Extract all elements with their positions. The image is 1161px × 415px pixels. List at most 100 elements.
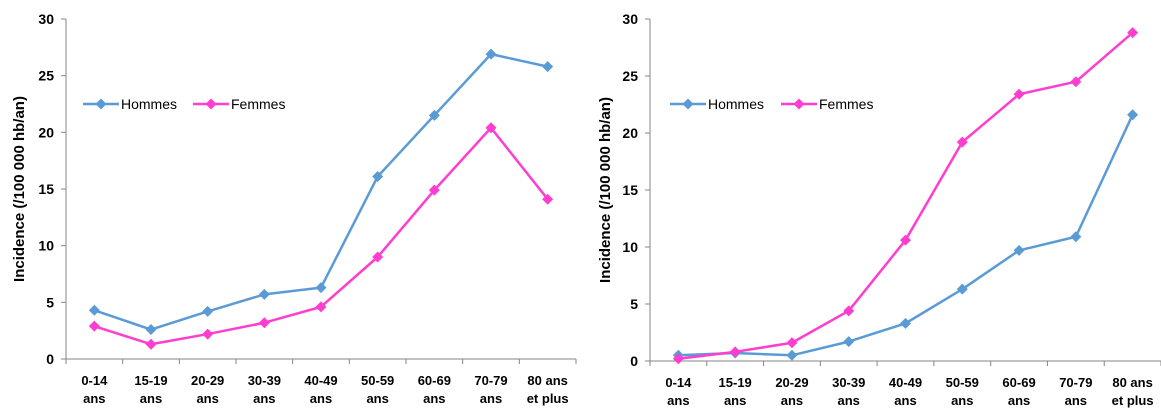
x-tick-label-line1: 30-39 bbox=[832, 375, 865, 390]
data-point-hommes bbox=[428, 109, 440, 121]
x-tick-label: 0-14 ans bbox=[665, 375, 692, 408]
x-tick-label: 20-29 ans bbox=[191, 373, 224, 406]
series-line-femmes bbox=[678, 31, 1134, 360]
data-point-femmes bbox=[729, 346, 741, 358]
data-point-femmes bbox=[258, 317, 270, 329]
y-tick-label: 20 bbox=[622, 125, 638, 141]
x-tick-label-line2: ans bbox=[894, 393, 916, 408]
x-tick-label: 70-79 ans bbox=[474, 373, 507, 406]
data-point-hommes bbox=[542, 61, 554, 73]
x-tick-label-line2: ans bbox=[423, 391, 445, 406]
data-point-hommes bbox=[258, 288, 270, 300]
x-tick-label: 20-29 ans bbox=[775, 375, 808, 408]
x-tick-label-line1: 80 ans bbox=[527, 373, 567, 388]
y-tick-label: 10 bbox=[622, 239, 638, 255]
x-tick-label-line1: 70-79 bbox=[474, 373, 507, 388]
data-point-hommes bbox=[1013, 244, 1025, 256]
x-tick-label-line2: ans bbox=[667, 393, 689, 408]
legend-label-femmes: Femmes bbox=[231, 96, 285, 112]
data-point-femmes bbox=[145, 338, 157, 350]
data-point-femmes bbox=[372, 251, 384, 263]
x-tick-label-line2: ans bbox=[310, 391, 332, 406]
legend-marker-femmes bbox=[205, 98, 217, 110]
x-tick-label-line2: ans bbox=[724, 393, 746, 408]
x-tick-label-line1: 20-29 bbox=[191, 373, 224, 388]
y-tick-label: 20 bbox=[38, 124, 54, 140]
y-tick-label: 0 bbox=[46, 351, 54, 367]
x-tick-label: 50-59 ans bbox=[361, 373, 394, 406]
x-tick-label-line2: ans bbox=[951, 393, 973, 408]
x-tick-label-line1: 70-79 bbox=[1059, 375, 1092, 390]
x-tick-label: 80 ans et plus bbox=[1112, 375, 1154, 408]
x-tick-label-line1: 20-29 bbox=[775, 375, 808, 390]
x-tick-label-line1: 30-39 bbox=[248, 373, 281, 388]
x-tick-label-line1: 50-59 bbox=[946, 375, 979, 390]
data-point-hommes bbox=[1127, 109, 1139, 121]
data-point-femmes bbox=[88, 320, 100, 332]
data-point-femmes bbox=[786, 337, 798, 349]
data-point-femmes bbox=[315, 301, 327, 313]
data-point-hommes bbox=[786, 349, 798, 361]
data-point-femmes bbox=[1127, 27, 1139, 39]
y-tick-label: 15 bbox=[622, 182, 638, 198]
data-point-femmes bbox=[485, 122, 497, 134]
data-point-hommes bbox=[843, 336, 855, 348]
x-tick-label: 40-49 ans bbox=[889, 375, 922, 408]
legend-label-femmes: Femmes bbox=[819, 96, 873, 112]
legend: Hommes Femmes bbox=[83, 96, 285, 112]
chart-panel-left: 0 5 10 15 20 25 30 0-14 ans 15-19 ans 20-29 ans 30-39… bbox=[0, 0, 580, 410]
x-tick-label-line2: ans bbox=[253, 391, 275, 406]
x-tick-label-line2: ans bbox=[196, 391, 218, 406]
x-tick-label: 60-69 ans bbox=[1002, 375, 1035, 408]
x-tick-label-line2: ans bbox=[366, 391, 388, 406]
x-tick-label: 80 ans et plus bbox=[527, 373, 569, 406]
x-tick-label-line2: ans bbox=[781, 393, 803, 408]
data-point-hommes bbox=[1070, 231, 1082, 243]
x-tick-label: 15-19 ans bbox=[134, 373, 167, 406]
x-tick-label: 30-39 ans bbox=[832, 375, 865, 408]
legend-marker-hommes bbox=[682, 98, 694, 110]
x-tick-label: 0-14 ans bbox=[81, 373, 108, 406]
x-tick-label-line1: 40-49 bbox=[304, 373, 337, 388]
y-tick-label: 25 bbox=[622, 68, 638, 84]
data-point-femmes bbox=[1070, 76, 1082, 88]
x-tick-label-line1: 0-14 bbox=[81, 373, 108, 388]
legend-marker-femmes bbox=[793, 98, 805, 110]
data-point-femmes bbox=[202, 328, 214, 340]
data-point-hommes bbox=[315, 282, 327, 294]
x-tick-label: 60-69 ans bbox=[418, 373, 451, 406]
x-tick-label: 50-59 ans bbox=[946, 375, 979, 408]
data-point-femmes bbox=[672, 353, 684, 365]
x-tick-label-line2: ans bbox=[1008, 393, 1030, 408]
y-tick-label: 25 bbox=[38, 68, 54, 84]
y-axis-title: Incidence (/100 000 hb/an) bbox=[597, 97, 614, 283]
x-tick-label-line1: 60-69 bbox=[418, 373, 451, 388]
x-tick-label-line2: ans bbox=[140, 391, 162, 406]
x-tick-label-line2: ans bbox=[480, 391, 502, 406]
data-point-femmes bbox=[956, 136, 968, 148]
y-tick-label: 30 bbox=[38, 11, 54, 27]
x-tick-label-line1: 15-19 bbox=[719, 375, 752, 390]
legend: Hommes Femmes bbox=[670, 96, 873, 112]
data-point-hommes bbox=[485, 48, 497, 60]
x-tick-label-line2: et plus bbox=[527, 391, 569, 406]
data-point-femmes bbox=[900, 234, 911, 246]
data-point-hommes bbox=[202, 305, 214, 317]
x-tick-label-line1: 15-19 bbox=[134, 373, 167, 388]
x-tick-label-line1: 0-14 bbox=[665, 375, 692, 390]
x-tick-label-line1: 50-59 bbox=[361, 373, 394, 388]
data-point-hommes bbox=[372, 171, 384, 183]
data-point-femmes bbox=[843, 305, 855, 317]
legend-label-hommes: Hommes bbox=[121, 96, 177, 112]
legend-marker-hommes bbox=[95, 98, 107, 110]
data-point-hommes bbox=[900, 317, 911, 329]
x-tick-label-line2: et plus bbox=[1112, 393, 1154, 408]
y-tick-label: 0 bbox=[630, 353, 638, 369]
x-tick-label-line1: 40-49 bbox=[889, 375, 922, 390]
x-tick-label: 70-79 ans bbox=[1059, 375, 1092, 408]
y-tick-label: 5 bbox=[46, 294, 54, 310]
